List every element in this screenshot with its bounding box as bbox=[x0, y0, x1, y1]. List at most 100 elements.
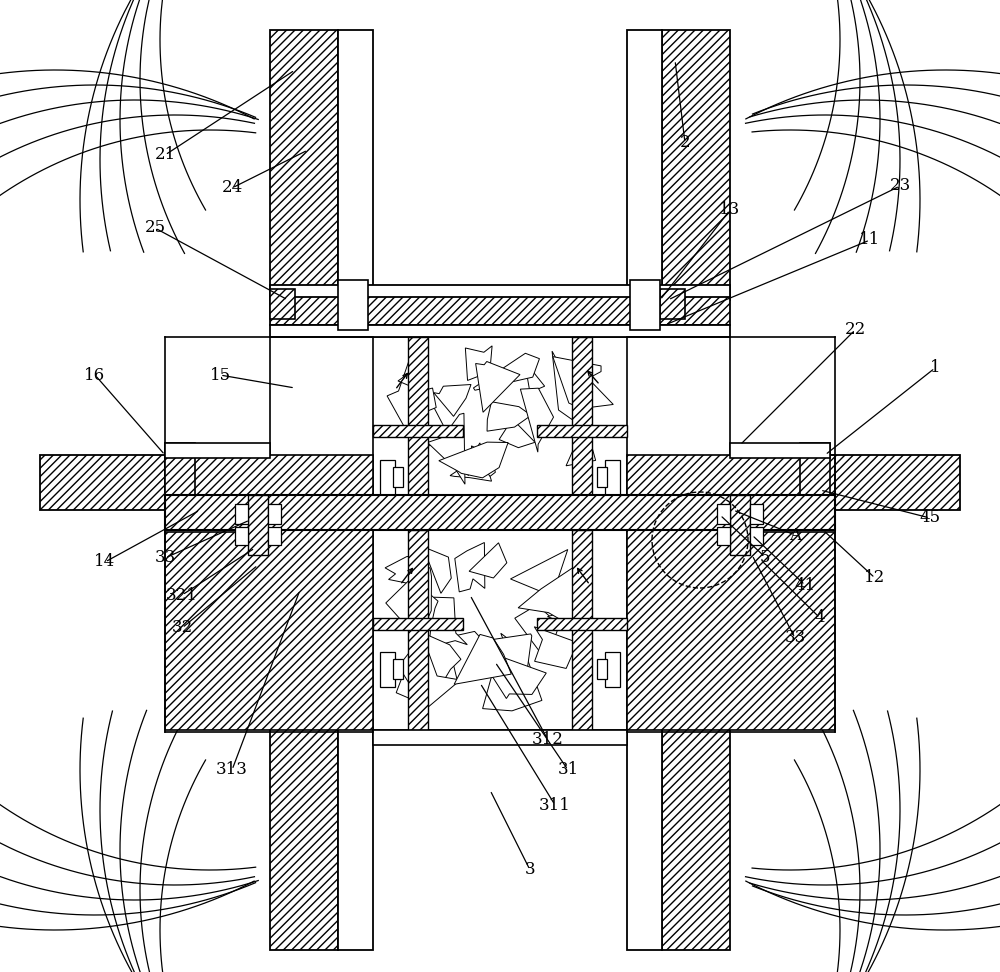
Polygon shape bbox=[427, 413, 465, 484]
Polygon shape bbox=[471, 446, 495, 476]
Bar bbox=[393, 467, 403, 487]
Polygon shape bbox=[401, 591, 438, 630]
Polygon shape bbox=[566, 416, 596, 466]
Bar bbox=[270, 560, 338, 950]
Bar bbox=[730, 455, 960, 510]
Polygon shape bbox=[398, 367, 419, 387]
Text: 11: 11 bbox=[859, 231, 881, 249]
Text: 4: 4 bbox=[815, 609, 825, 627]
Bar bbox=[627, 455, 835, 495]
Bar bbox=[338, 30, 373, 300]
Text: 13: 13 bbox=[719, 201, 741, 219]
Bar bbox=[662, 560, 730, 950]
Bar bbox=[270, 285, 730, 297]
Bar bbox=[270, 289, 295, 319]
Text: A: A bbox=[789, 527, 801, 543]
Polygon shape bbox=[518, 558, 587, 633]
Bar bbox=[373, 730, 627, 745]
Polygon shape bbox=[396, 632, 461, 698]
Bar bbox=[408, 530, 428, 730]
Polygon shape bbox=[398, 636, 460, 710]
Text: 21: 21 bbox=[154, 147, 176, 163]
Bar bbox=[408, 337, 428, 495]
Polygon shape bbox=[553, 357, 601, 411]
Polygon shape bbox=[547, 605, 587, 627]
Polygon shape bbox=[440, 632, 502, 683]
Text: 25: 25 bbox=[144, 220, 166, 236]
Polygon shape bbox=[423, 546, 451, 593]
Polygon shape bbox=[552, 351, 587, 420]
Bar bbox=[380, 652, 395, 687]
Bar bbox=[627, 30, 662, 300]
Bar bbox=[165, 530, 373, 730]
Bar bbox=[627, 560, 662, 950]
Text: 31: 31 bbox=[557, 761, 579, 779]
Text: 16: 16 bbox=[84, 366, 106, 384]
Text: 14: 14 bbox=[94, 553, 116, 571]
Bar bbox=[165, 495, 835, 530]
Bar bbox=[270, 325, 730, 337]
Polygon shape bbox=[469, 542, 507, 578]
Polygon shape bbox=[387, 361, 452, 448]
Bar bbox=[537, 618, 627, 630]
Text: 312: 312 bbox=[532, 732, 564, 748]
Polygon shape bbox=[450, 443, 492, 481]
Bar bbox=[235, 504, 248, 524]
Bar bbox=[597, 467, 607, 487]
Bar bbox=[730, 510, 835, 532]
Polygon shape bbox=[465, 346, 492, 380]
Bar bbox=[373, 618, 463, 630]
Bar bbox=[165, 455, 373, 495]
Text: 311: 311 bbox=[539, 796, 571, 814]
Text: 3: 3 bbox=[525, 861, 535, 879]
Text: 24: 24 bbox=[221, 180, 243, 196]
Bar bbox=[268, 527, 281, 545]
Bar bbox=[338, 280, 368, 330]
Polygon shape bbox=[515, 600, 559, 661]
Text: 321: 321 bbox=[166, 586, 198, 604]
Bar bbox=[165, 443, 195, 510]
Bar bbox=[338, 560, 373, 950]
Polygon shape bbox=[490, 634, 532, 675]
Bar bbox=[572, 530, 592, 730]
Text: 1: 1 bbox=[930, 360, 940, 376]
Polygon shape bbox=[415, 388, 436, 411]
Polygon shape bbox=[525, 364, 545, 393]
Polygon shape bbox=[501, 633, 531, 666]
Polygon shape bbox=[439, 442, 508, 478]
Text: 15: 15 bbox=[209, 366, 231, 384]
Bar bbox=[393, 659, 403, 679]
Polygon shape bbox=[575, 374, 613, 420]
Text: 2: 2 bbox=[680, 134, 690, 152]
Bar bbox=[750, 504, 763, 524]
Text: 313: 313 bbox=[216, 761, 248, 779]
Polygon shape bbox=[473, 353, 539, 390]
Text: 5: 5 bbox=[760, 548, 770, 566]
Bar bbox=[597, 659, 607, 679]
Polygon shape bbox=[454, 635, 511, 684]
Bar bbox=[627, 530, 835, 730]
Bar bbox=[630, 280, 660, 330]
Polygon shape bbox=[430, 597, 467, 647]
Bar bbox=[800, 443, 830, 510]
Text: 45: 45 bbox=[919, 509, 941, 527]
Polygon shape bbox=[499, 419, 535, 448]
Bar bbox=[235, 527, 248, 545]
Polygon shape bbox=[455, 542, 485, 592]
Polygon shape bbox=[487, 401, 531, 432]
Bar bbox=[165, 510, 270, 532]
Text: 33: 33 bbox=[154, 549, 176, 567]
Polygon shape bbox=[510, 549, 568, 599]
Bar bbox=[373, 530, 627, 730]
Bar bbox=[605, 652, 620, 687]
Polygon shape bbox=[492, 653, 546, 699]
Bar bbox=[268, 504, 281, 524]
Polygon shape bbox=[385, 554, 420, 585]
Polygon shape bbox=[459, 450, 479, 475]
Bar bbox=[730, 495, 750, 555]
Bar bbox=[40, 455, 270, 510]
Polygon shape bbox=[483, 648, 542, 711]
Polygon shape bbox=[476, 362, 520, 412]
Polygon shape bbox=[520, 388, 554, 452]
Text: 33: 33 bbox=[784, 630, 806, 646]
